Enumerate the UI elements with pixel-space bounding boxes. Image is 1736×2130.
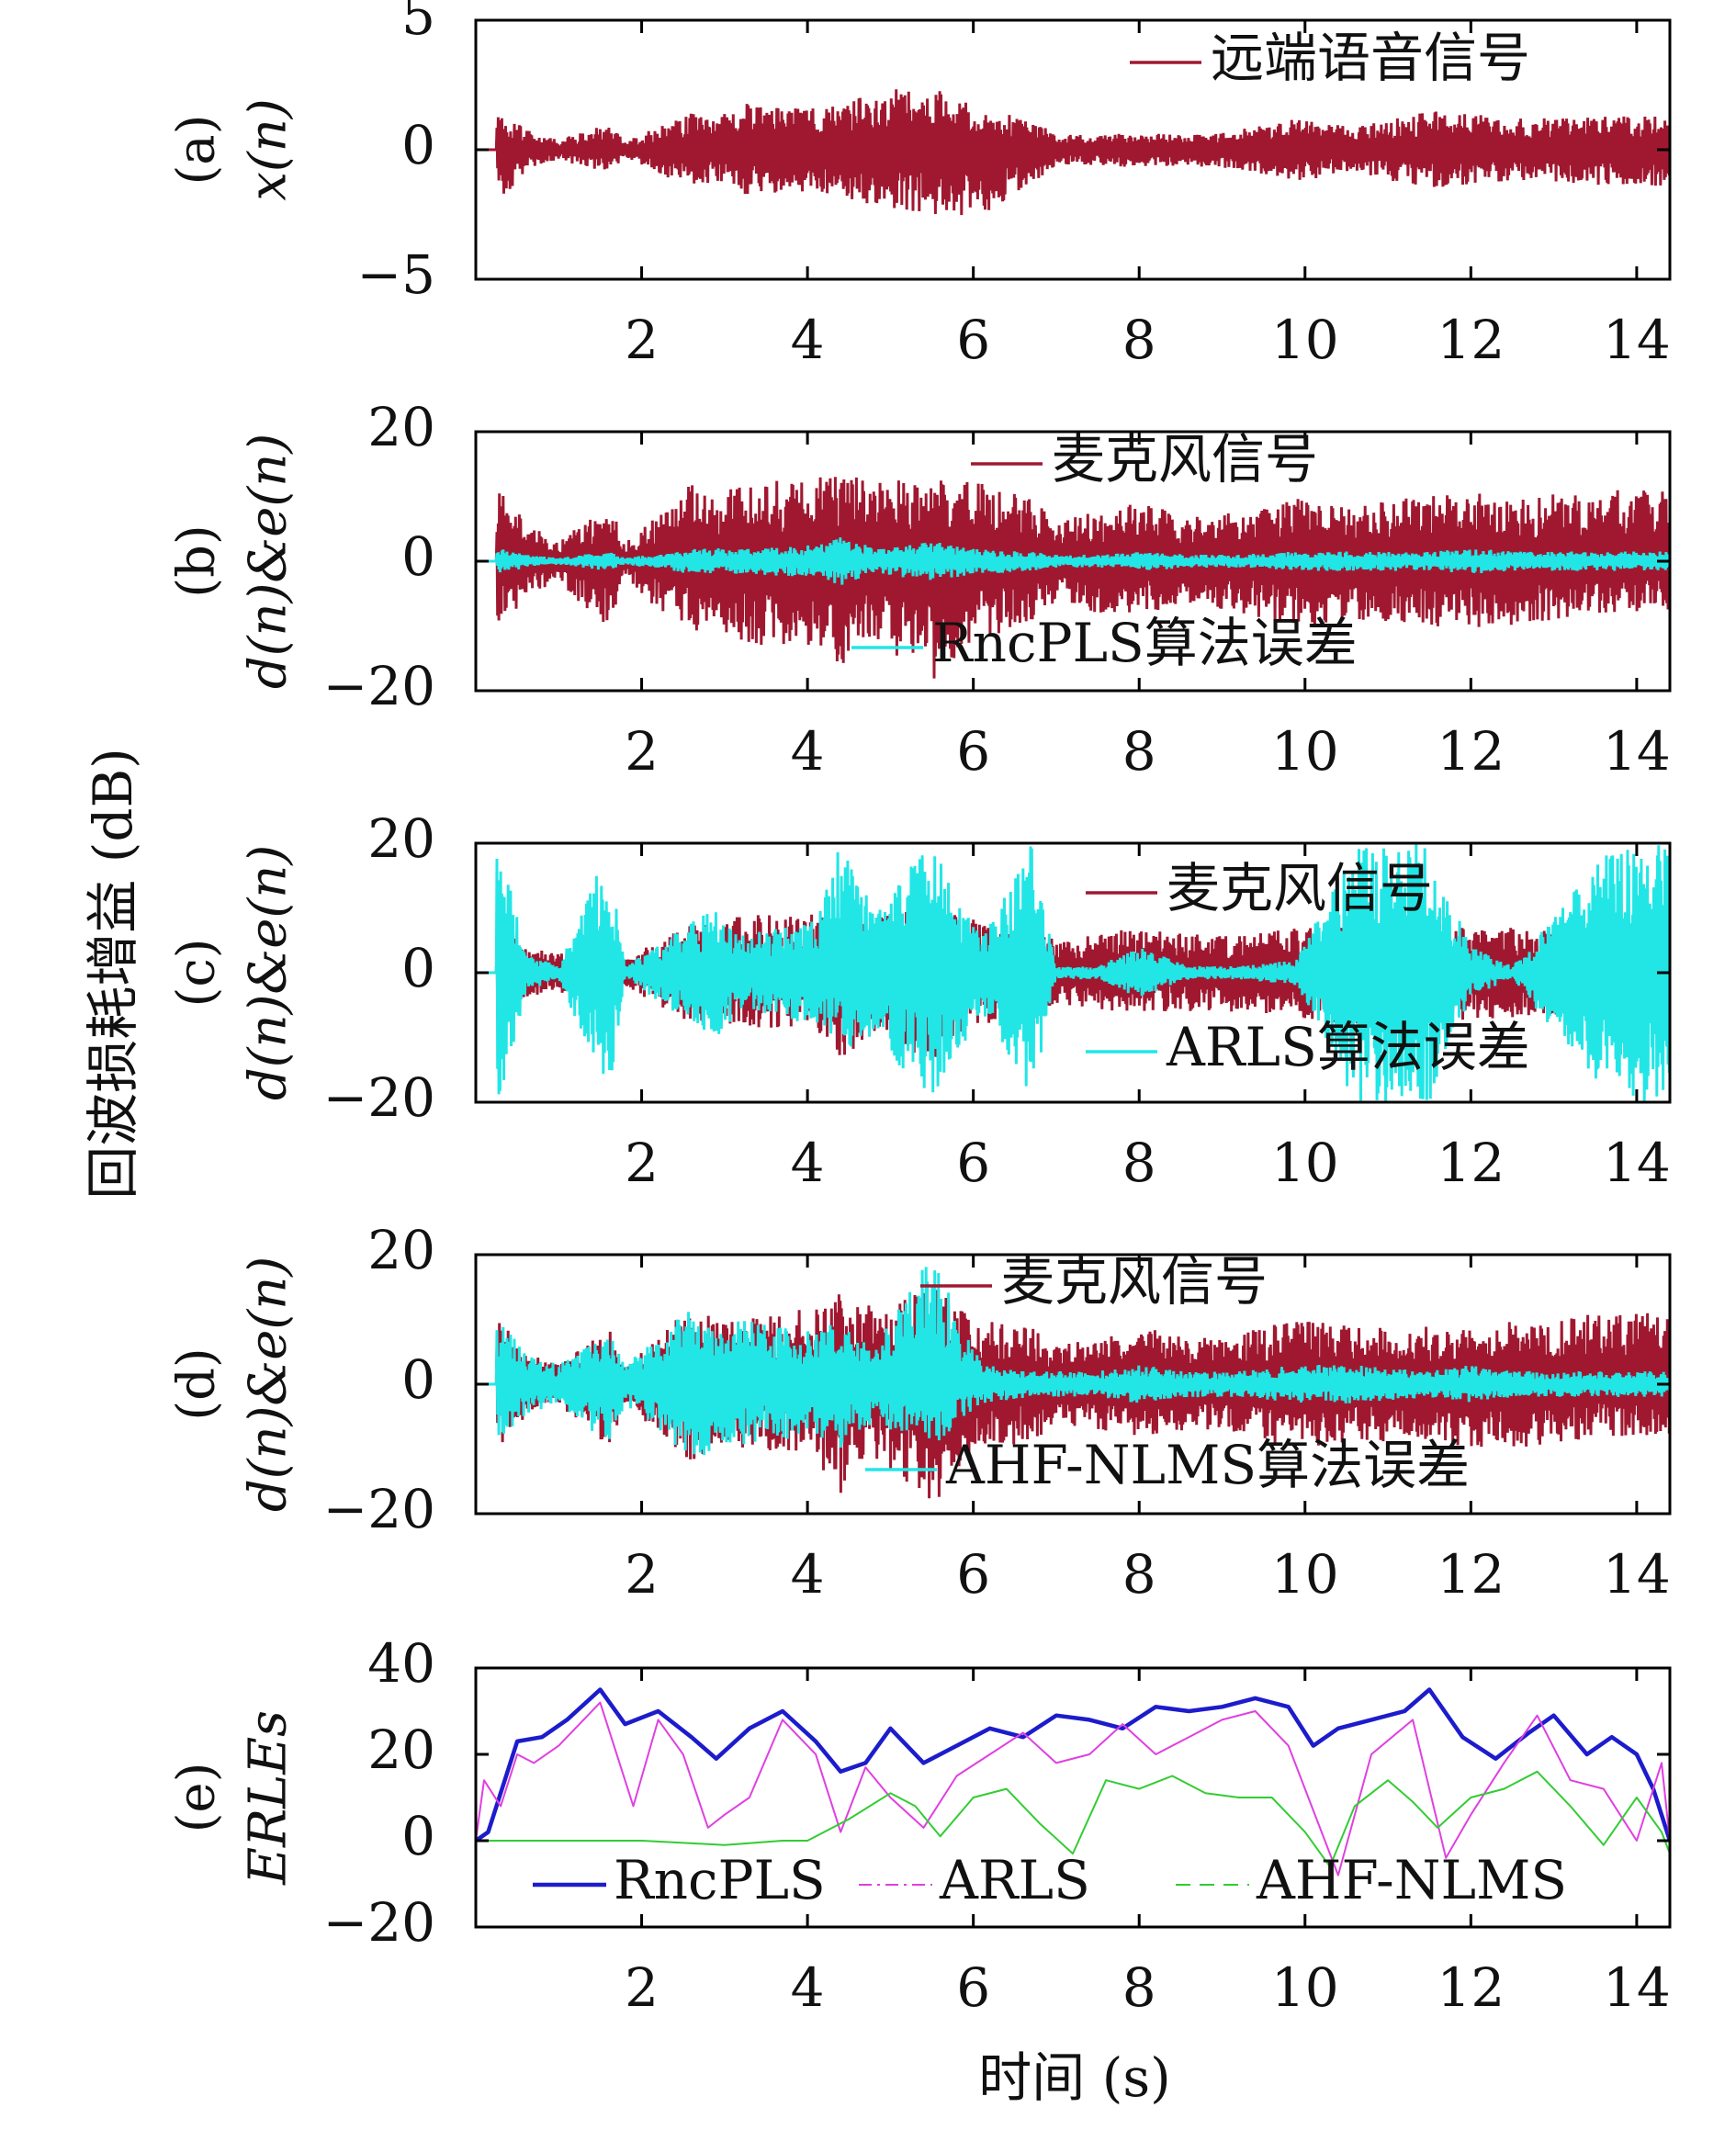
x-tick-label: 2 bbox=[625, 1543, 659, 1606]
x-tick-label: 6 bbox=[956, 1543, 990, 1606]
x-tick-label: 6 bbox=[956, 309, 990, 371]
x-tick-label: 10 bbox=[1271, 1132, 1339, 1194]
y-tick-label: 0 bbox=[401, 1348, 435, 1411]
y-tick-label: −5 bbox=[357, 243, 436, 306]
panel-label: (e) bbox=[167, 1763, 227, 1833]
panel-c: 2 4 6 8 10 12 14 −20 0 20 (c) d(n)&e(n) 麦克风信号 ARLS算法误… bbox=[167, 807, 1672, 1194]
plot-area bbox=[476, 1687, 1670, 1876]
y-tick-label: 20 bbox=[367, 807, 435, 870]
panel-a: 2 4 6 8 10 12 14 −5 0 5 (a) x(n) 远端语音信号 bbox=[167, 0, 1672, 371]
x-tick-label: 6 bbox=[956, 1956, 990, 2019]
plot-area bbox=[476, 1267, 1670, 1499]
plot-area bbox=[476, 843, 1670, 1102]
y-axis-label: d(n)&e(n) bbox=[239, 845, 299, 1100]
y-tick-label: −20 bbox=[323, 1891, 435, 1954]
y-tick-label: 0 bbox=[401, 937, 435, 999]
plot-area bbox=[476, 89, 1670, 216]
legend-label-0: 远端语音信号 bbox=[1211, 27, 1530, 89]
panel-e: 2 4 6 8 10 12 14 −20 0 20 40 (e) ERLEs RncPLS ARLS AHF-… bbox=[167, 1632, 1672, 2019]
x-tick-label: 6 bbox=[956, 1132, 990, 1194]
x-tick-label: 4 bbox=[791, 720, 825, 783]
panel-b: 2 4 6 8 10 12 14 −20 0 20 (b) d(n)&e(n) 麦克风信号 RncPLS算… bbox=[167, 396, 1672, 783]
x-tick-label: 12 bbox=[1437, 309, 1505, 371]
shared-y-axis-title: 回波损耗增益 (dB) bbox=[82, 748, 144, 1199]
x-tick-label: 4 bbox=[791, 1543, 825, 1606]
series-line-2 bbox=[476, 1770, 1670, 1868]
legend-label-1: ARLS算法误差 bbox=[1166, 1016, 1530, 1078]
y-tick-label: −20 bbox=[323, 655, 435, 717]
x-tick-label: 14 bbox=[1603, 309, 1671, 371]
legend-label-1: RncPLS算法误差 bbox=[932, 612, 1358, 674]
y-axis-label: d(n)&e(n) bbox=[239, 1257, 299, 1512]
x-tick-label: 4 bbox=[791, 1132, 825, 1194]
x-tick-label: 2 bbox=[625, 1132, 659, 1194]
y-tick-label: 0 bbox=[401, 114, 435, 176]
x-tick-label: 6 bbox=[956, 720, 990, 783]
plot-frame bbox=[474, 1666, 1672, 1929]
legend-label-0: RncPLS bbox=[614, 1849, 826, 1911]
legend-label-1: ARLS bbox=[939, 1849, 1090, 1911]
y-tick-label: 0 bbox=[401, 1805, 435, 1867]
x-tick-label: 14 bbox=[1603, 720, 1671, 783]
x-tick-label: 12 bbox=[1437, 720, 1505, 783]
x-tick-label: 10 bbox=[1271, 309, 1339, 371]
series-line-0 bbox=[476, 89, 1670, 216]
y-tick-label: 20 bbox=[367, 396, 435, 458]
y-tick-label: −20 bbox=[323, 1066, 435, 1129]
x-tick-label: 12 bbox=[1437, 1543, 1505, 1606]
legend-label-1: AHF-NLMS算法误差 bbox=[945, 1434, 1470, 1496]
x-tick-label: 14 bbox=[1603, 1543, 1671, 1606]
series-line-1 bbox=[476, 1701, 1670, 1876]
y-tick-label: 0 bbox=[401, 525, 435, 588]
y-tick-label: 40 bbox=[367, 1632, 435, 1695]
legend-label-2: AHF-NLMS bbox=[1256, 1849, 1567, 1911]
legend-label-0: 麦克风信号 bbox=[1001, 1250, 1268, 1313]
y-axis-label: x(n) bbox=[239, 98, 299, 200]
x-tick-label: 12 bbox=[1437, 1956, 1505, 2019]
x-tick-label: 14 bbox=[1603, 1132, 1671, 1194]
shared-x-axis-title: 时间 (s) bbox=[978, 2046, 1170, 2109]
y-tick-label: −20 bbox=[323, 1478, 435, 1540]
y-tick-label: 5 bbox=[401, 0, 435, 47]
x-tick-label: 8 bbox=[1122, 1956, 1156, 2019]
y-tick-label: 20 bbox=[367, 1719, 435, 1781]
x-tick-label: 2 bbox=[625, 309, 659, 371]
x-tick-label: 10 bbox=[1271, 720, 1339, 783]
x-tick-label: 8 bbox=[1122, 309, 1156, 371]
x-tick-label: 4 bbox=[791, 309, 825, 371]
x-tick-label: 14 bbox=[1603, 1956, 1671, 2019]
series-line-0 bbox=[476, 477, 1670, 679]
panel-label: (d) bbox=[167, 1347, 227, 1421]
x-tick-label: 4 bbox=[791, 1956, 825, 2019]
x-tick-label: 2 bbox=[625, 720, 659, 783]
panel-label: (b) bbox=[167, 524, 227, 598]
x-tick-label: 12 bbox=[1437, 1132, 1505, 1194]
legend-label-0: 麦克风信号 bbox=[1052, 428, 1318, 490]
x-tick-label: 8 bbox=[1122, 1132, 1156, 1194]
y-axis-label: ERLEs bbox=[239, 1710, 299, 1886]
x-tick-label: 10 bbox=[1271, 1543, 1339, 1606]
x-tick-label: 8 bbox=[1122, 1543, 1156, 1606]
panel-label: (c) bbox=[167, 938, 227, 1007]
legend-label-0: 麦克风信号 bbox=[1167, 857, 1433, 919]
y-axis-label: d(n)&e(n) bbox=[239, 434, 299, 689]
chart-panels: 2 4 6 8 10 12 14 −5 0 5 (a) x(n) 远端语音信号 2 4 6 8 10 12 14 −20… bbox=[167, 0, 1672, 2019]
x-tick-label: 2 bbox=[625, 1956, 659, 2019]
series-line-0 bbox=[476, 1687, 1670, 1843]
x-tick-label: 8 bbox=[1122, 720, 1156, 783]
panel-d: 2 4 6 8 10 12 14 −20 0 20 (d) d(n)&e(n) 麦克风信号 AHF-NLM… bbox=[167, 1219, 1672, 1606]
plot-area bbox=[476, 477, 1670, 679]
x-tick-label: 10 bbox=[1271, 1956, 1339, 2019]
y-tick-label: 20 bbox=[367, 1219, 435, 1281]
panel-label: (a) bbox=[167, 114, 227, 185]
